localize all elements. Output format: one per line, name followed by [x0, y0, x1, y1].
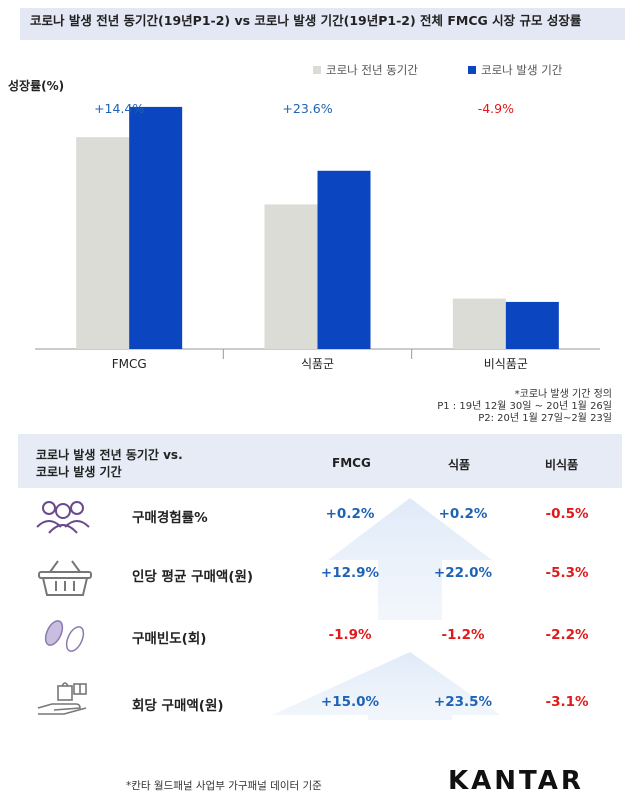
- table-cell-0-0: +0.2%: [325, 506, 375, 522]
- growth-label-0: +14.4%: [94, 101, 144, 116]
- legend-label-1: 코로나 발생 기간: [481, 63, 563, 77]
- kantar-logo: KANTAR: [448, 766, 584, 796]
- bar-0-0: [76, 137, 130, 349]
- x-tick-label-1: 식품군: [301, 357, 334, 371]
- note-line-2: P1 : 19년 12월 30일 ~ 20년 1월 26일: [437, 401, 612, 412]
- footnote: *칸타 월드패널 사업부 가구패널 데이터 기준: [126, 780, 322, 792]
- row-label-spend-per-buyer: 인당 평균 구매액(원): [132, 569, 254, 585]
- up-arrow-top: [328, 498, 492, 620]
- footprints-icon: [44, 620, 85, 652]
- growth-label-2: -4.9%: [478, 101, 514, 116]
- table-header: [18, 434, 622, 488]
- table-header-line-1: 코로나 발생 전년 동기간 vs.: [36, 448, 183, 462]
- table-cell-0-1: +0.2%: [438, 506, 488, 522]
- bar-2-0: [452, 298, 506, 349]
- legend-swatch-1: [468, 66, 476, 74]
- bar-chart: 성장률(%) 코로나 전년 동기간 코로나 발생 기간 FMCG +14.4% 식품군 +2…: [8, 63, 600, 371]
- basket-icon: [38, 560, 92, 596]
- period-note: *코로나 발생 기간 정의 P1 : 19년 12월 30일 ~ 20년 1월 …: [437, 389, 612, 425]
- table-cell-2-0: -1.9%: [328, 627, 372, 643]
- legend-label-0: 코로나 전년 동기간: [326, 63, 418, 77]
- row-label-spend-per-trip: 회당 구매액(원): [132, 698, 224, 714]
- legend-swatch-0: [313, 66, 321, 74]
- table-cell-2-2: -2.2%: [545, 627, 589, 643]
- table-cell-1-2: -5.3%: [545, 565, 589, 581]
- bar-1-0: [264, 204, 318, 349]
- bar-2-1: [505, 301, 559, 349]
- chart-title: 코로나 발생 전년 동기간(19년P1-2) vs 코로나 발생 기간(19년P…: [30, 13, 582, 28]
- people-icon: [36, 501, 90, 534]
- growth-label-1: +23.6%: [282, 101, 332, 116]
- column-nonfood: 비식품: [545, 458, 579, 472]
- table-cell-3-1: +23.5%: [433, 694, 493, 710]
- column-food: 식품: [448, 458, 471, 472]
- note-line-1: *코로나 발생 기간 정의: [514, 389, 612, 400]
- x-tick-label-2: 비식품군: [484, 357, 528, 371]
- row-label-frequency: 구매빈도(회): [132, 631, 207, 647]
- table-cell-2-1: -1.2%: [441, 627, 485, 643]
- note-line-3: P2: 20년 1월 27일~2월 23일: [478, 413, 612, 424]
- row-label-purchase-rate: 구매경험률%: [132, 510, 208, 526]
- up-arrow-bottom: [272, 652, 500, 720]
- table-cell-1-1: +22.0%: [433, 565, 493, 581]
- table-cell-3-0: +15.0%: [320, 694, 380, 710]
- table-cell-0-2: -0.5%: [545, 506, 589, 522]
- table-cell-3-2: -3.1%: [545, 694, 589, 710]
- bar-1-1: [317, 170, 371, 349]
- bar-0-1: [129, 106, 183, 350]
- column-fmcg: FMCG: [332, 456, 371, 470]
- title-bar: [20, 8, 625, 40]
- table-header-line-2: 코로나 발생 기간: [36, 465, 122, 479]
- hand-bag-icon: [37, 682, 87, 715]
- table-cell-1-0: +12.9%: [320, 565, 380, 581]
- y-axis-label: 성장률(%): [8, 79, 64, 93]
- x-tick-label-0: FMCG: [112, 357, 147, 371]
